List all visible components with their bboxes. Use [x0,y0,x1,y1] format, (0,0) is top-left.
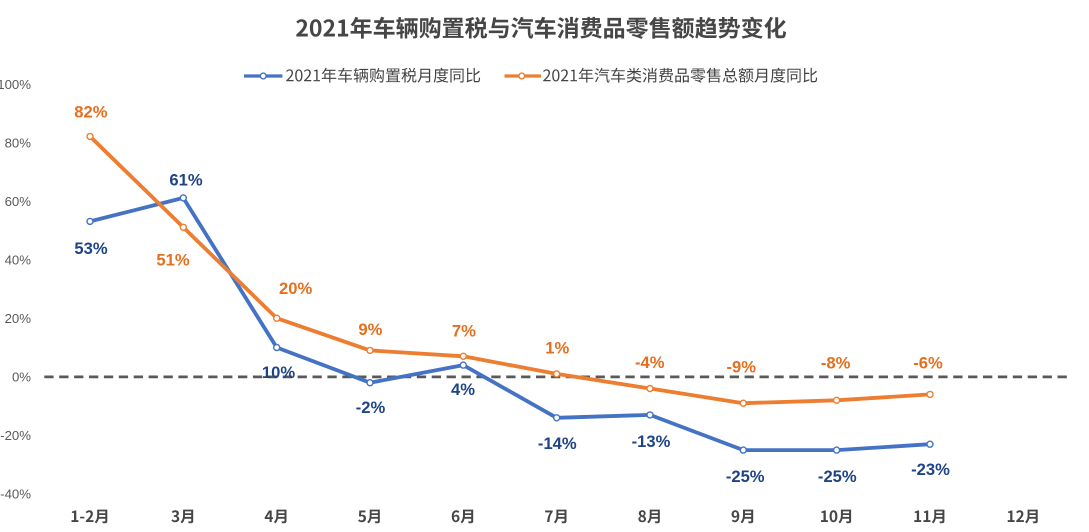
svg-text:-14%: -14% [538,434,577,453]
svg-text:-13%: -13% [632,432,671,451]
svg-text:-20%: -20% [0,428,31,443]
svg-text:1%: 1% [545,339,569,358]
svg-text:20%: 20% [5,311,32,326]
svg-text:10%: 10% [262,363,295,382]
svg-text:80%: 80% [5,135,32,150]
svg-text:53%: 53% [74,239,107,258]
svg-text:-40%: -40% [0,486,31,501]
svg-text:-25%: -25% [818,467,857,486]
svg-text:0%: 0% [12,369,31,384]
svg-text:82%: 82% [74,103,107,122]
svg-text:-8%: -8% [821,354,851,373]
svg-text:60%: 60% [5,194,32,209]
svg-text:61%: 61% [169,171,202,190]
svg-text:4%: 4% [451,380,475,399]
svg-text:20%: 20% [279,279,312,298]
svg-text:-6%: -6% [913,354,943,373]
svg-text:-25%: -25% [726,467,765,486]
svg-text:-2%: -2% [356,398,386,417]
svg-text:9%: 9% [358,320,382,339]
svg-text:40%: 40% [5,252,32,267]
svg-text:100%: 100% [0,77,31,92]
svg-text:51%: 51% [156,250,189,269]
svg-text:-23%: -23% [911,460,950,479]
svg-text:-9%: -9% [726,358,756,377]
svg-text:7%: 7% [452,321,476,340]
svg-text:-4%: -4% [635,353,665,372]
